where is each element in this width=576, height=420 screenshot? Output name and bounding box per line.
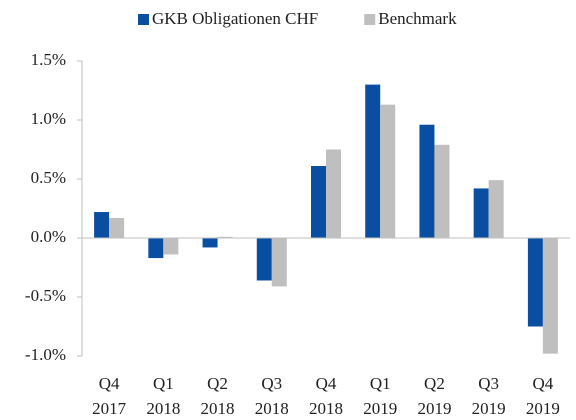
x-tick-label: Q1 [153, 374, 174, 393]
x-tick-label: 2018 [309, 399, 343, 418]
x-tick-label: Q4 [532, 374, 553, 393]
bar [202, 238, 218, 248]
bar [94, 212, 110, 238]
bar [527, 238, 543, 327]
y-tick-label: -0.5% [25, 286, 66, 305]
x-tick-label: Q1 [370, 374, 391, 393]
bar [488, 180, 504, 238]
y-tick-label: 1.0% [31, 109, 66, 128]
bar [311, 166, 326, 238]
bar [434, 144, 450, 238]
bar [419, 124, 435, 238]
y-tick-label: 0.0% [31, 227, 66, 246]
x-tick-label: Q2 [424, 374, 445, 393]
x-tick-label: Q4 [99, 374, 120, 393]
bar [256, 238, 272, 281]
x-tick-label: 2019 [526, 399, 560, 418]
bar [148, 238, 164, 259]
x-tick-label: Q4 [316, 374, 337, 393]
bar [163, 238, 179, 255]
bar [473, 188, 489, 238]
y-tick-label: -1.0% [25, 345, 66, 364]
bar [109, 217, 125, 238]
bar [271, 238, 287, 287]
x-tick-label: 2019 [417, 399, 451, 418]
y-tick-label: 0.5% [31, 168, 66, 187]
x-tick-label: 2019 [363, 399, 397, 418]
legend-label: Benchmark [378, 9, 457, 28]
bar [217, 236, 233, 238]
x-tick-label: 2019 [472, 399, 506, 418]
x-tick-label: Q2 [207, 374, 228, 393]
x-tick-label: 2017 [92, 399, 127, 418]
bar [326, 149, 341, 238]
legend-swatch [138, 14, 149, 25]
y-tick-label: 1.5% [31, 50, 66, 69]
legend-swatch [364, 14, 376, 25]
bar [365, 84, 381, 238]
x-tick-label: Q3 [261, 374, 282, 393]
x-tick-label: 2018 [146, 399, 180, 418]
bar [542, 238, 558, 354]
x-tick-label: 2018 [255, 399, 289, 418]
x-tick-label: Q3 [478, 374, 499, 393]
x-tick-label: 2018 [201, 399, 235, 418]
bar [380, 104, 396, 238]
legend-label: GKB Obligationen CHF [152, 9, 318, 28]
